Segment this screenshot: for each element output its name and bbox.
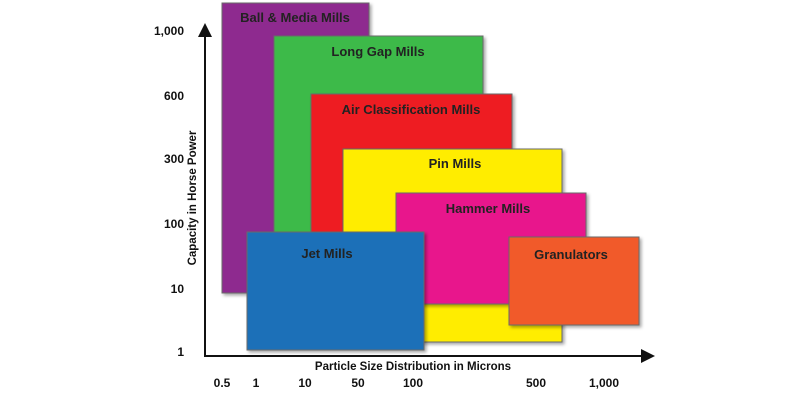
range-label-granulators: Granulators xyxy=(534,247,608,262)
mill-ranges: Ball & Media Mills Long Gap Mills Air Clas… xyxy=(221,2,640,351)
x-tick-label: 10 xyxy=(298,376,312,390)
x-tick-label: 500 xyxy=(526,376,546,390)
ticks: 0.5 1 10 50 100 500 1,000 1 10 100 300 600 1,000 xyxy=(154,24,619,390)
range-label-jet-mills: Jet Mills xyxy=(301,246,352,261)
y-tick-label: 100 xyxy=(164,217,184,231)
range-box-jet-mills xyxy=(246,231,425,351)
range-label-long-gap-mills: Long Gap Mills xyxy=(331,44,424,59)
y-tick-label: 1,000 xyxy=(154,24,184,38)
y-axis-title: Capacity in Horse Power xyxy=(187,130,199,265)
y-tick-label: 1 xyxy=(177,345,184,359)
y-tick-label: 600 xyxy=(164,89,184,103)
range-label-pin-mills: Pin Mills xyxy=(429,156,482,171)
x-axis-title: Particle Size Distribution in Microns xyxy=(315,361,511,373)
y-tick-label: 10 xyxy=(171,282,185,296)
y-tick-label: 300 xyxy=(164,152,184,166)
x-tick-label: 1 xyxy=(253,376,260,390)
axes xyxy=(198,23,655,363)
x-tick-label: 50 xyxy=(351,376,365,390)
range-label-ball-and-media-mills: Ball & Media Mills xyxy=(240,10,350,25)
x-tick-label: 0.5 xyxy=(214,376,231,390)
x-tick-label: 1,000 xyxy=(589,376,619,390)
x-tick-label: 100 xyxy=(403,376,423,390)
range-box-granulators xyxy=(508,236,640,326)
range-label-hammer-mills: Hammer Mills xyxy=(446,201,531,216)
range-label-air-classification-mills: Air Classification Mills xyxy=(342,102,481,117)
